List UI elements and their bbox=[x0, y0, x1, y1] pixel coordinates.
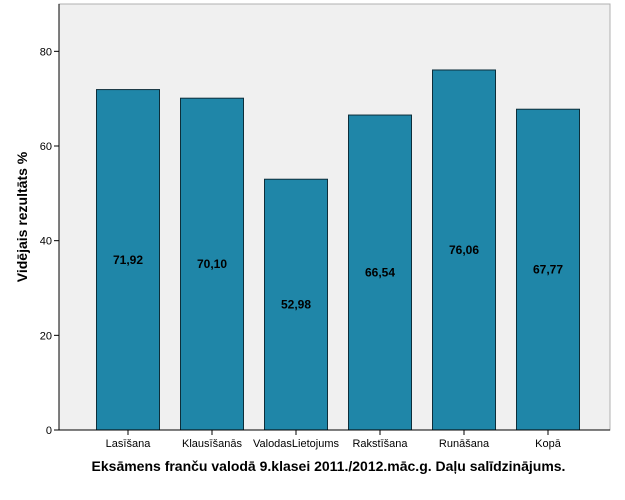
x-tick-label: Rakstīšana bbox=[352, 438, 408, 450]
x-tick-label: Lasīšana bbox=[106, 438, 152, 450]
x-axis: Lasīšana Klausīšanās ValodasLietojums Rakst… bbox=[59, 429, 610, 450]
x-tick-label: Runāšana bbox=[439, 438, 490, 450]
y-tick-label: 0 bbox=[46, 425, 52, 437]
bar bbox=[516, 108, 580, 431]
x-tick-label: ValodasLietojums bbox=[253, 438, 340, 450]
x-tick-label: Klausīšanās bbox=[182, 438, 242, 450]
bar bbox=[180, 97, 244, 431]
bar bbox=[432, 69, 496, 431]
y-tick-label: 60 bbox=[40, 141, 52, 153]
bar-value-label: 52,98 bbox=[281, 298, 311, 312]
bar-series: 71,92 70,10 52,98 66,54 76,06 67,77 bbox=[96, 69, 580, 431]
x-tick-label: Kopā bbox=[535, 438, 562, 450]
y-tick-label: 20 bbox=[40, 330, 52, 342]
bar-value-label: 71,92 bbox=[113, 253, 143, 267]
y-axis: 0 20 40 60 80 bbox=[40, 4, 60, 437]
bar-value-label: 66,54 bbox=[365, 266, 395, 280]
y-axis-title: Vidējais rezultāts % bbox=[14, 151, 30, 282]
bar-value-label: 67,77 bbox=[533, 263, 563, 277]
y-tick-label: 40 bbox=[40, 236, 52, 248]
y-tick-label: 80 bbox=[40, 46, 52, 58]
bar-value-label: 70,10 bbox=[197, 257, 227, 271]
x-axis-title: Eksāmens franču valodā 9.klasei 2011./20… bbox=[92, 458, 566, 474]
bar bbox=[348, 114, 412, 431]
bar-value-label: 76,06 bbox=[449, 243, 479, 257]
bar bbox=[264, 178, 328, 431]
bar bbox=[96, 89, 160, 431]
